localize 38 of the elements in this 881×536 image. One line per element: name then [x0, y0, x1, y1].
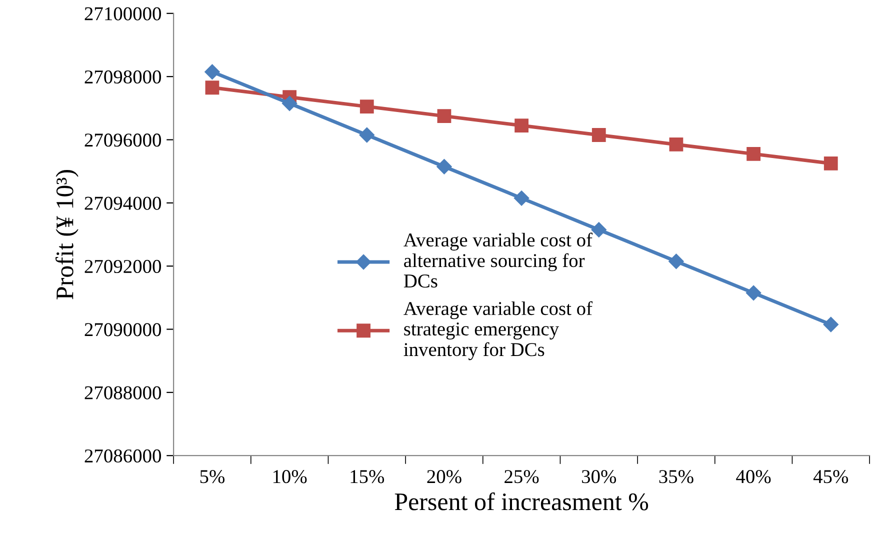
x-tick-label: 10%: [273, 470, 307, 484]
y-tick-label: 27094000: [84, 196, 162, 210]
x-tick-label: 5%: [200, 470, 225, 484]
point: [668, 254, 684, 269]
point: [824, 156, 838, 170]
x-tick-label: 20%: [427, 470, 462, 484]
y-tick-label: 27086000: [84, 449, 162, 463]
point: [205, 80, 220, 95]
point: [204, 64, 220, 80]
x-tick-label: 15%: [350, 470, 384, 484]
point: [514, 118, 528, 132]
point: [669, 138, 684, 152]
point: [359, 127, 374, 143]
x-tick-label: 45%: [813, 470, 848, 484]
y-tick-label: 27096000: [84, 134, 162, 147]
point: [746, 285, 762, 301]
point: [437, 109, 452, 123]
x-tick-label: 35%: [659, 470, 694, 484]
point: [360, 100, 374, 114]
y-tick-label: 27098000: [84, 70, 162, 84]
point: [436, 159, 452, 174]
point: [514, 190, 530, 206]
legend-label: Average variable cost of alternative sourcing for DCs: [404, 232, 593, 288]
x-tick-label: 30%: [582, 470, 616, 484]
point: [592, 128, 606, 142]
point: [746, 147, 760, 161]
point: [591, 222, 606, 238]
y-tick-label: 27092000: [84, 260, 162, 274]
legend-label: Average variable cost of strategic emergency inventory for DCs: [404, 301, 593, 360]
y-tick-label: 27100000: [84, 7, 162, 20]
point: [823, 316, 838, 332]
point: [282, 96, 298, 111]
x-axis-title: Persent of increasment %: [394, 492, 648, 510]
y-tick-label: 27088000: [84, 386, 162, 400]
y-axis-title: Profit (¥ 10³): [55, 170, 78, 300]
y-tick-label: 27090000: [84, 323, 162, 336]
x-tick-label: 25%: [504, 470, 539, 484]
x-tick-label: 40%: [736, 470, 771, 484]
